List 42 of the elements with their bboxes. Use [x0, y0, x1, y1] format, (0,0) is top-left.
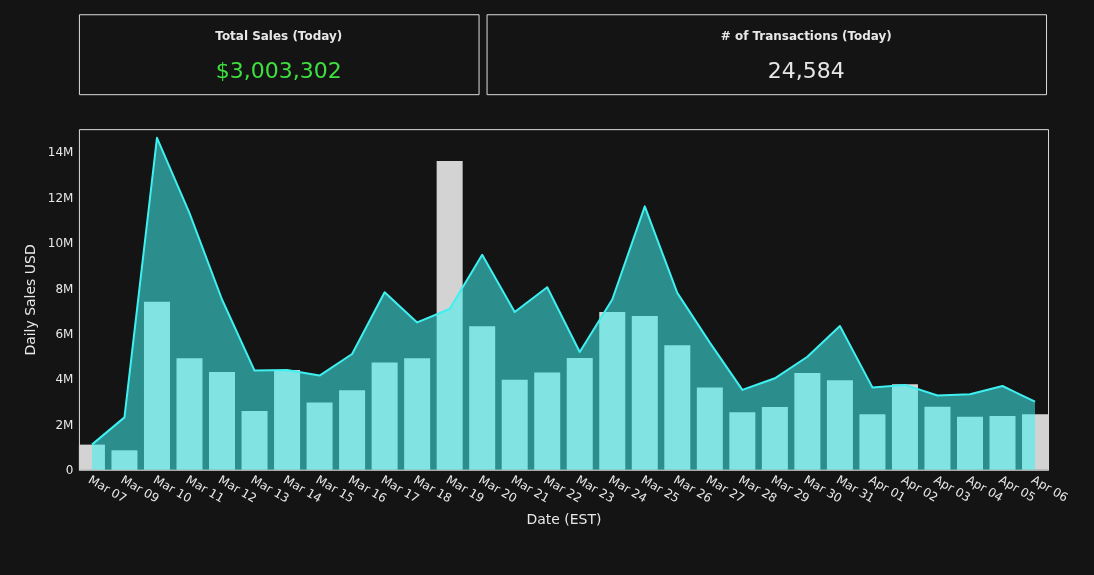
bar: [859, 414, 886, 470]
y-tick-label: 12M: [47, 190, 74, 205]
text: Total Sales (Today): [215, 29, 343, 44]
bar: [631, 316, 658, 470]
bar: [761, 406, 788, 470]
bar: [599, 311, 626, 470]
bar: [143, 301, 170, 470]
bar: [501, 379, 528, 470]
bar: [111, 450, 138, 470]
x-axis-title: Date (EST): [526, 510, 602, 527]
bar: [469, 326, 496, 470]
text: # of Transactions (Today): [720, 29, 892, 44]
bar: [534, 372, 561, 470]
bar: [794, 373, 821, 470]
y-tick-label: 2M: [55, 417, 74, 432]
y-tick-label: 6M: [55, 327, 74, 342]
bar: [339, 390, 366, 470]
y-tick-label: 14M: [47, 145, 74, 160]
bar: [436, 160, 463, 470]
bar: [274, 369, 301, 470]
bar: [404, 358, 431, 470]
bar: [924, 406, 951, 470]
y-tick-label: 8M: [55, 281, 74, 296]
bar: [664, 345, 691, 470]
bar: [696, 387, 723, 470]
bar: [566, 358, 593, 470]
bar: [729, 412, 756, 470]
bar: [306, 402, 333, 470]
bar: [891, 384, 918, 470]
y-tick-label: 10M: [47, 236, 74, 251]
y-tick-label: 0: [65, 463, 74, 478]
bar: [826, 380, 853, 470]
text: $3,003,302: [215, 58, 342, 84]
bar: [989, 416, 1016, 470]
bar: [209, 371, 236, 470]
bar: [956, 416, 983, 470]
bar: [371, 362, 398, 470]
y-tick-label: 4M: [55, 372, 74, 387]
text: 24,584: [767, 58, 845, 84]
bar: [176, 358, 203, 470]
bar: [241, 411, 268, 470]
y-axis-title: Daily Sales USD: [21, 244, 38, 356]
